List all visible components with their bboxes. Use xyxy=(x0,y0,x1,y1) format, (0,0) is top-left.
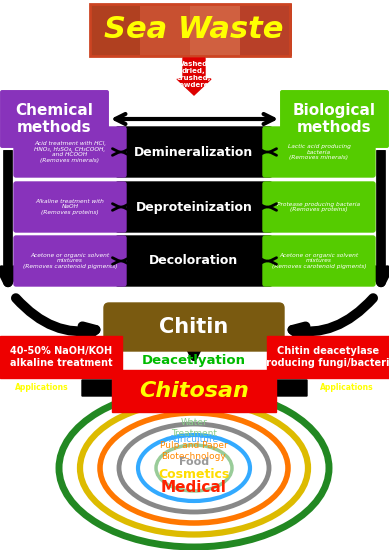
FancyBboxPatch shape xyxy=(14,236,126,286)
FancyBboxPatch shape xyxy=(14,182,126,232)
Text: Medical: Medical xyxy=(161,480,227,494)
FancyArrow shape xyxy=(177,58,211,95)
Text: Water
Treatment: Water Treatment xyxy=(171,419,217,438)
FancyBboxPatch shape xyxy=(0,336,122,378)
Text: Chitin deacetylase
producing fungi/bacteria: Chitin deacetylase producing fungi/bacte… xyxy=(259,346,389,368)
FancyBboxPatch shape xyxy=(190,4,242,56)
FancyBboxPatch shape xyxy=(0,89,110,149)
FancyBboxPatch shape xyxy=(116,182,272,232)
Text: 40-50% NaOH/KOH
alkaline treatment: 40-50% NaOH/KOH alkaline treatment xyxy=(10,346,112,368)
Text: Cosmetics: Cosmetics xyxy=(158,468,230,481)
FancyBboxPatch shape xyxy=(267,336,389,378)
FancyBboxPatch shape xyxy=(90,4,142,56)
Text: Acetone or organic solvent
mixtures
(Removes carotenoid pigments): Acetone or organic solvent mixtures (Rem… xyxy=(23,252,117,270)
Text: Alkaline treatment with
NaOH
(Removes proteins): Alkaline treatment with NaOH (Removes pr… xyxy=(35,199,104,215)
FancyBboxPatch shape xyxy=(104,303,284,351)
FancyBboxPatch shape xyxy=(116,127,272,177)
Text: Deproteinization: Deproteinization xyxy=(135,201,252,213)
Text: Chitin: Chitin xyxy=(159,317,229,337)
Text: Decoloration: Decoloration xyxy=(149,255,238,267)
Text: Protease producing bacteria
(Removes proteins): Protease producing bacteria (Removes pro… xyxy=(277,202,361,212)
FancyBboxPatch shape xyxy=(263,127,375,177)
FancyArrow shape xyxy=(82,377,143,399)
Text: Chemical
methods: Chemical methods xyxy=(16,103,93,135)
Text: Applications: Applications xyxy=(15,383,69,393)
FancyBboxPatch shape xyxy=(263,236,375,286)
FancyBboxPatch shape xyxy=(279,89,389,149)
FancyBboxPatch shape xyxy=(240,4,292,56)
Text: Applications: Applications xyxy=(320,383,374,393)
FancyBboxPatch shape xyxy=(140,4,192,56)
FancyBboxPatch shape xyxy=(263,182,375,232)
FancyBboxPatch shape xyxy=(14,127,126,177)
FancyArrow shape xyxy=(246,377,307,399)
FancyArrowPatch shape xyxy=(2,151,14,282)
Text: Sea Waste: Sea Waste xyxy=(104,15,284,45)
FancyBboxPatch shape xyxy=(116,236,272,286)
FancyArrowPatch shape xyxy=(16,298,96,338)
Text: Washed,
dried,
crushed,
powdered: Washed, dried, crushed, powdered xyxy=(174,61,214,88)
Text: Acetone or organic solvent
mixtures
(Removes carotenoid pigments): Acetone or organic solvent mixtures (Rem… xyxy=(272,252,366,270)
FancyBboxPatch shape xyxy=(112,370,276,412)
Text: Demineralization: Demineralization xyxy=(134,146,254,158)
Text: Deacetlyation: Deacetlyation xyxy=(142,354,246,367)
FancyArrowPatch shape xyxy=(293,298,373,338)
Text: Agriculture: Agriculture xyxy=(169,436,219,444)
Text: Chitosan: Chitosan xyxy=(139,381,249,401)
Text: Lactic acid producing
bacteria
(Removes minerals): Lactic acid producing bacteria (Removes … xyxy=(287,144,350,160)
Text: Food: Food xyxy=(179,457,209,467)
Text: Biological
methods: Biological methods xyxy=(293,103,376,135)
Text: Pulp and Paper
Biotechnology: Pulp and Paper Biotechnology xyxy=(160,441,228,461)
FancyArrowPatch shape xyxy=(375,151,387,282)
Text: Acid treatment with HCl,
HNO₃, H₂SO₄, CH₃COOH,
and HCOOH
(Removes minerals): Acid treatment with HCl, HNO₃, H₂SO₄, CH… xyxy=(34,141,106,163)
